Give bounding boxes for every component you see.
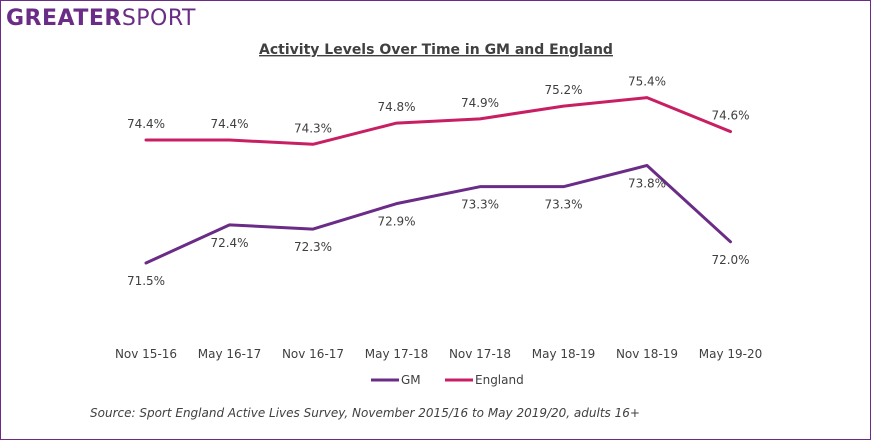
data-label-gm: 72.0% [711, 253, 749, 267]
data-label-gm: 72.4% [210, 236, 248, 250]
x-tick-label: Nov 15-16 [115, 347, 177, 361]
x-tick-label: May 18-19 [532, 347, 596, 361]
data-label-england: 74.4% [127, 117, 165, 131]
data-label-england: 74.9% [461, 96, 499, 110]
data-label-gm: 73.3% [461, 198, 499, 212]
logo-part-2: SPORT [121, 6, 196, 31]
legend: GM England [371, 373, 524, 387]
x-tick-label: Nov 17-18 [449, 347, 511, 361]
x-tick-label: Nov 18-19 [616, 347, 678, 361]
legend-label-england: England [475, 373, 524, 387]
series-line-england [144, 96, 732, 146]
data-label-england: 75.2% [544, 83, 582, 97]
x-tick-label: Nov 16-17 [282, 347, 344, 361]
greater-sport-logo: GREATERSPORT [6, 6, 196, 31]
data-label-england: 74.8% [377, 100, 415, 114]
source-note: Source: Sport England Active Lives Surve… [90, 406, 640, 420]
data-label-gm: 73.3% [544, 198, 582, 212]
legend-label-gm: GM [401, 373, 421, 387]
data-label-england: 74.4% [210, 117, 248, 131]
data-label-england: 75.4% [628, 75, 666, 89]
x-tick-label: May 17-18 [365, 347, 429, 361]
x-tick-label: May 16-17 [198, 347, 262, 361]
data-label-gm: 72.3% [294, 240, 332, 254]
data-label-england: 74.3% [294, 121, 332, 135]
data-label-gm: 72.9% [377, 215, 415, 229]
chart-title: Activity Levels Over Time in GM and Engl… [259, 42, 613, 58]
plot-area: 71.5% 72.4% 72.3% 72.9% 73.3% 73.3% 73.8% 72.0%… [127, 75, 750, 288]
logo-part-1: GREATER [6, 6, 122, 31]
x-tick-label: May 19-20 [699, 347, 763, 361]
data-label-gm: 73.8% [628, 176, 666, 190]
x-axis: Nov 15-16 May 16-17 Nov 16-17 May 17-18 Nov … [115, 347, 762, 361]
data-label-gm: 71.5% [127, 274, 165, 288]
data-label-england: 74.6% [711, 109, 749, 123]
series-line-gm [144, 163, 732, 265]
